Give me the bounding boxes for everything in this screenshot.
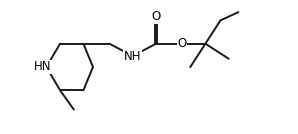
Text: O: O: [151, 10, 161, 23]
Text: NH: NH: [124, 50, 142, 63]
Text: HN: HN: [34, 60, 51, 74]
Text: O: O: [178, 37, 187, 50]
